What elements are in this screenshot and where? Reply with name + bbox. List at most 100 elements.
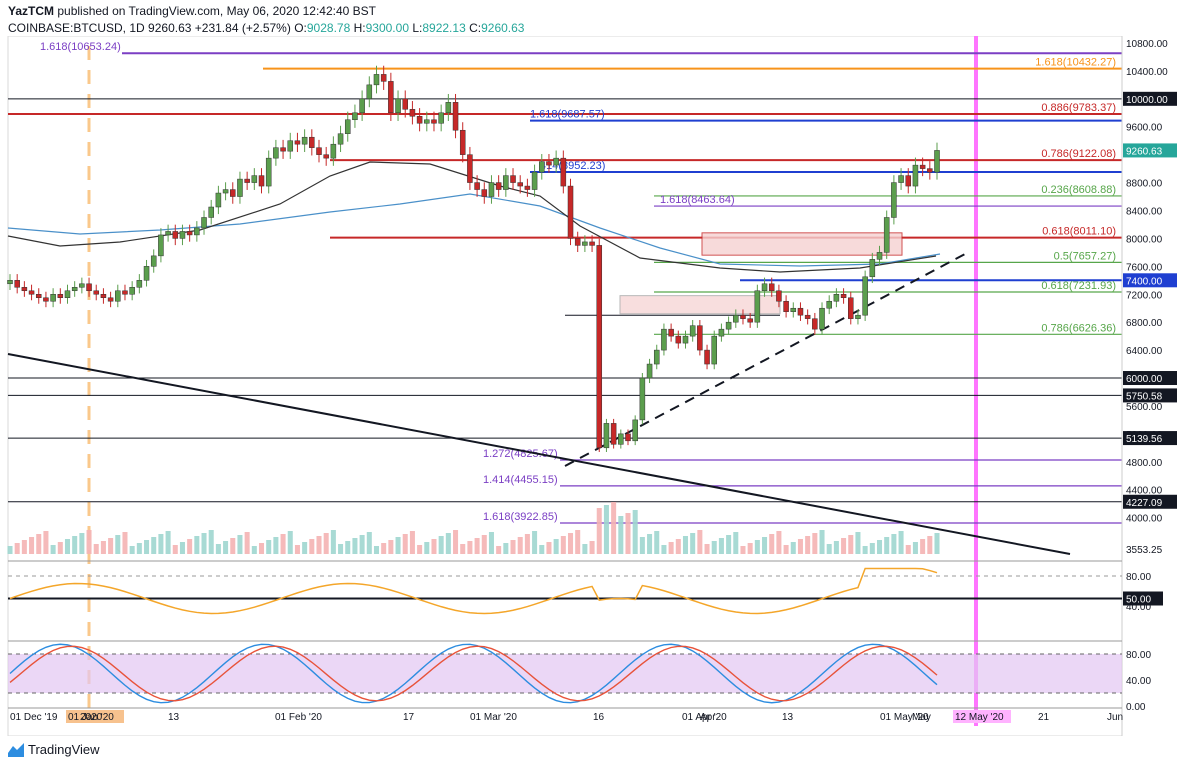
volume-bar bbox=[158, 534, 164, 554]
volume-bar bbox=[668, 542, 674, 554]
brand[interactable]: TradingView bbox=[28, 742, 100, 757]
volume-bar bbox=[711, 541, 717, 554]
candle-body bbox=[718, 328, 725, 337]
candle-body bbox=[560, 157, 567, 187]
price-label-bg bbox=[1123, 143, 1177, 158]
candle-body bbox=[115, 290, 121, 302]
volume-bar bbox=[647, 534, 653, 554]
candle-body bbox=[898, 175, 904, 183]
level-label: 0.786(9122.08) bbox=[1041, 148, 1116, 160]
level-label: 0.786(6626.36) bbox=[1041, 322, 1116, 334]
volume-bar bbox=[783, 545, 789, 554]
volume-bar bbox=[230, 538, 236, 554]
volume-bar bbox=[165, 531, 171, 554]
volume-bar bbox=[733, 532, 739, 554]
candle-body bbox=[186, 231, 193, 236]
symbol[interactable]: COINBASE:BTCUSD, 1D bbox=[8, 21, 145, 35]
volume-bar bbox=[244, 532, 250, 554]
candle-body bbox=[172, 231, 179, 239]
candle-body bbox=[287, 140, 294, 152]
rsi-50-label-bg bbox=[1123, 591, 1163, 606]
candle-body bbox=[43, 297, 49, 302]
candle-body bbox=[388, 81, 394, 114]
candle-body bbox=[668, 328, 674, 337]
candle-body bbox=[488, 182, 495, 197]
candle-body bbox=[927, 168, 933, 173]
volume-bar bbox=[122, 532, 128, 554]
volume-bar bbox=[920, 539, 926, 554]
x-tick-label: 01 Dec '19 bbox=[10, 712, 58, 723]
volume-bar bbox=[136, 543, 142, 554]
candle-body bbox=[546, 161, 552, 166]
y-tick-label: 8000.00 bbox=[1126, 234, 1163, 245]
volume-bar bbox=[330, 530, 336, 554]
stoch-tick: 0.00 bbox=[1126, 702, 1146, 713]
candle-body bbox=[359, 98, 365, 114]
volume-bar bbox=[539, 545, 545, 554]
volume-bar bbox=[302, 542, 308, 554]
volume-bar bbox=[14, 543, 20, 554]
candle-body bbox=[445, 102, 452, 114]
stoch-tick: 80.00 bbox=[1126, 650, 1151, 661]
y-tick-label: 3553.25 bbox=[1126, 545, 1163, 556]
candle-body bbox=[582, 241, 588, 246]
volume-bar bbox=[316, 536, 322, 554]
volume-bar bbox=[833, 541, 839, 554]
volume-bar bbox=[223, 541, 229, 554]
candle-body bbox=[7, 280, 13, 285]
price-change: +231.84 (+2.57%) bbox=[194, 21, 291, 35]
volume-bar bbox=[862, 546, 868, 554]
y-tick-label: 5600.00 bbox=[1126, 402, 1163, 413]
x-tick-label: 2020 bbox=[80, 712, 103, 723]
candle-body bbox=[280, 147, 286, 152]
price-label-bg bbox=[1123, 371, 1177, 386]
candle-body bbox=[179, 231, 186, 239]
candle-body bbox=[107, 297, 114, 302]
candle-body bbox=[474, 182, 480, 190]
x-tick-label: Apr bbox=[700, 712, 716, 723]
candle-body bbox=[661, 328, 667, 351]
candle-body bbox=[848, 297, 854, 319]
candle-body bbox=[258, 175, 265, 187]
author[interactable]: YazTCM bbox=[8, 4, 55, 18]
candle-body bbox=[675, 335, 682, 344]
volume-bar bbox=[567, 533, 574, 554]
volume-bar bbox=[287, 531, 293, 554]
candle-body bbox=[783, 300, 789, 312]
volume-bar bbox=[582, 544, 588, 554]
candle-body bbox=[71, 287, 78, 292]
candle-body bbox=[122, 290, 128, 295]
y-tick-label: 4000.00 bbox=[1126, 514, 1163, 525]
volume-bar bbox=[21, 540, 27, 554]
close-value: 9260.63 bbox=[481, 21, 525, 35]
price-chart[interactable]: 1.618(10653.24) 1.618(10432.27) 0.886(9783… bbox=[0, 36, 1180, 736]
x-tick-label: 01 May '20 bbox=[880, 712, 929, 723]
volume-bar bbox=[611, 502, 617, 554]
candle-body bbox=[891, 182, 897, 218]
candle-body bbox=[35, 294, 42, 298]
candle-body bbox=[380, 74, 387, 82]
volume-bar bbox=[898, 531, 904, 554]
x-tick-highlight bbox=[66, 710, 124, 723]
candle-body bbox=[639, 377, 646, 421]
volume-bar bbox=[108, 538, 114, 554]
tradingview-footer: TradingView bbox=[8, 742, 100, 757]
ascending-trendline bbox=[564, 253, 966, 467]
price-label: 4227.09 bbox=[1126, 498, 1163, 509]
y-tick-label: 4400.00 bbox=[1126, 486, 1163, 497]
volume-bar bbox=[797, 539, 803, 554]
candle-body bbox=[905, 175, 912, 187]
volume-bar bbox=[453, 530, 459, 554]
volume-bar bbox=[294, 545, 300, 554]
volume-bar bbox=[805, 536, 811, 554]
volume-bar bbox=[345, 541, 351, 554]
volume-bar bbox=[532, 531, 538, 554]
open-value: 9028.78 bbox=[306, 21, 351, 35]
candle-body bbox=[194, 227, 200, 236]
volume-bar bbox=[115, 535, 121, 554]
descending-trendline bbox=[7, 353, 1071, 555]
volume-bar bbox=[338, 544, 344, 554]
volume-bar bbox=[86, 530, 92, 554]
volume-bar bbox=[151, 537, 157, 554]
volume-bar bbox=[373, 546, 380, 554]
